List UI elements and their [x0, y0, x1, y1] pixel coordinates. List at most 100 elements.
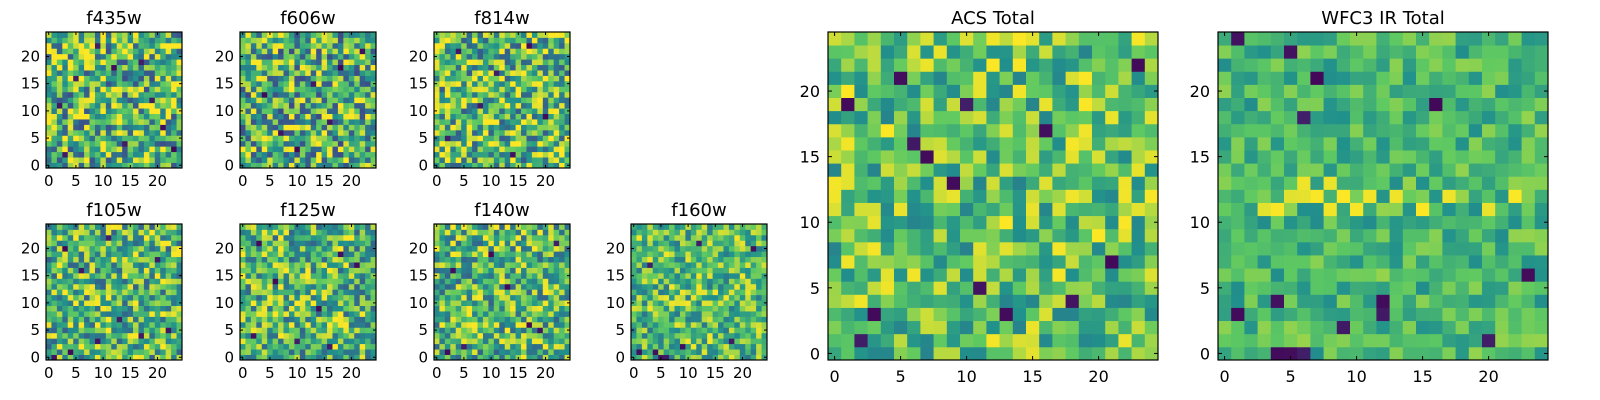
heatmap-cell [701, 316, 708, 323]
heatmap-cell [122, 70, 128, 76]
heatmap-cell [1105, 320, 1119, 335]
heatmap-cell [133, 349, 139, 355]
heatmap-cell [1105, 307, 1119, 322]
heatmap-cell [138, 113, 145, 120]
heatmap-cell [960, 320, 974, 335]
heatmap-cell [933, 150, 948, 164]
heatmap-cell [515, 53, 522, 60]
heatmap-cell [240, 294, 246, 301]
heatmap-cell [250, 294, 257, 301]
heatmap-cell [171, 267, 177, 274]
heatmap-cell [245, 240, 252, 247]
heatmap-cell [294, 245, 301, 252]
heatmap-cell [365, 294, 371, 301]
heatmap-cell [499, 102, 506, 109]
heatmap-cell [531, 256, 538, 263]
heatmap-cell [444, 349, 451, 355]
heatmap-cell [354, 70, 361, 76]
y-tick-label: 15 [606, 267, 625, 285]
heatmap-cell [548, 162, 555, 169]
heatmap-cell [434, 240, 440, 247]
heatmap-cell [712, 349, 719, 355]
heatmap-cell [299, 349, 306, 355]
heatmap-cell [310, 80, 317, 87]
heatmap-cell [493, 327, 500, 334]
heatmap-cell [734, 289, 741, 296]
heatmap-cell [434, 119, 440, 125]
heatmap-cell [723, 294, 730, 301]
heatmap-cell [894, 189, 908, 203]
heatmap-cell [272, 140, 279, 147]
heatmap-cell [46, 240, 52, 247]
heatmap-cell [510, 102, 516, 109]
y-tick-label: 20 [409, 239, 428, 257]
heatmap-cell [365, 305, 371, 312]
heatmap-cell [455, 354, 462, 361]
heatmap-cell [176, 91, 183, 98]
x-tick-label: 5 [71, 172, 81, 190]
heatmap-cell [1144, 281, 1159, 295]
heatmap-cell [548, 349, 555, 355]
heatmap-cell [343, 289, 350, 296]
heatmap-cell [488, 80, 495, 87]
heatmap-cell [894, 346, 908, 361]
heatmap-cell [450, 102, 457, 109]
heatmap-cell [160, 42, 167, 49]
heatmap-cell [477, 75, 484, 82]
heatmap-cell [521, 321, 527, 328]
heatmap-cell [696, 338, 703, 345]
heatmap-cell [267, 59, 274, 66]
heatmap-cell [283, 97, 290, 104]
heatmap-cell [256, 343, 263, 350]
heatmap-cell [359, 311, 366, 317]
heatmap-cell [685, 289, 692, 296]
heatmap-cell [631, 251, 637, 258]
heatmap-cell [455, 102, 462, 109]
heatmap-cell [256, 251, 263, 258]
heatmap-cell [652, 354, 659, 361]
heatmap-cell [493, 300, 500, 306]
heatmap-cell [278, 262, 284, 268]
heatmap-cell [854, 150, 868, 164]
heatmap-cell [89, 262, 96, 268]
heatmap-cell [160, 343, 167, 350]
heatmap-cell [116, 283, 123, 290]
heatmap-cell [1039, 281, 1053, 295]
heatmap-cell [723, 349, 730, 355]
heatmap-cell [305, 146, 312, 153]
heatmap-cell [482, 75, 489, 82]
heatmap-cell [674, 289, 681, 296]
heatmap-cell [240, 42, 246, 49]
heatmap-cell [160, 300, 167, 306]
heatmap-cell [537, 37, 544, 44]
heatmap-cell [365, 283, 371, 290]
heatmap-cell [553, 146, 560, 153]
heatmap-cell [256, 245, 263, 252]
heatmap-cell [56, 59, 63, 66]
heatmap-cell [56, 305, 63, 312]
heatmap-cell [1078, 307, 1093, 322]
heatmap-cell [828, 333, 842, 348]
heatmap-cell [493, 354, 500, 361]
heatmap-cell [745, 300, 752, 306]
heatmap-cell [171, 75, 177, 82]
heatmap-cell [310, 32, 317, 38]
heatmap-cell [510, 267, 516, 274]
heatmap-cell [154, 349, 161, 355]
heatmap-cell [707, 321, 713, 328]
heatmap-cell [354, 113, 361, 120]
heatmap-cell [294, 338, 301, 345]
heatmap-cell [138, 294, 145, 301]
heatmap-cell [240, 157, 246, 163]
heatmap-cell [756, 240, 762, 247]
heatmap-cell [515, 102, 522, 109]
heatmap-cell [564, 102, 571, 109]
heatmap-cell [299, 327, 306, 334]
heatmap-cell [67, 119, 74, 125]
heatmap-cell [143, 70, 150, 76]
heatmap-cell [256, 157, 263, 163]
heatmap-cell [348, 151, 355, 158]
x-tick-label: 15 [706, 364, 725, 382]
heatmap-cell [745, 262, 752, 268]
heatmap-cell [466, 146, 473, 153]
